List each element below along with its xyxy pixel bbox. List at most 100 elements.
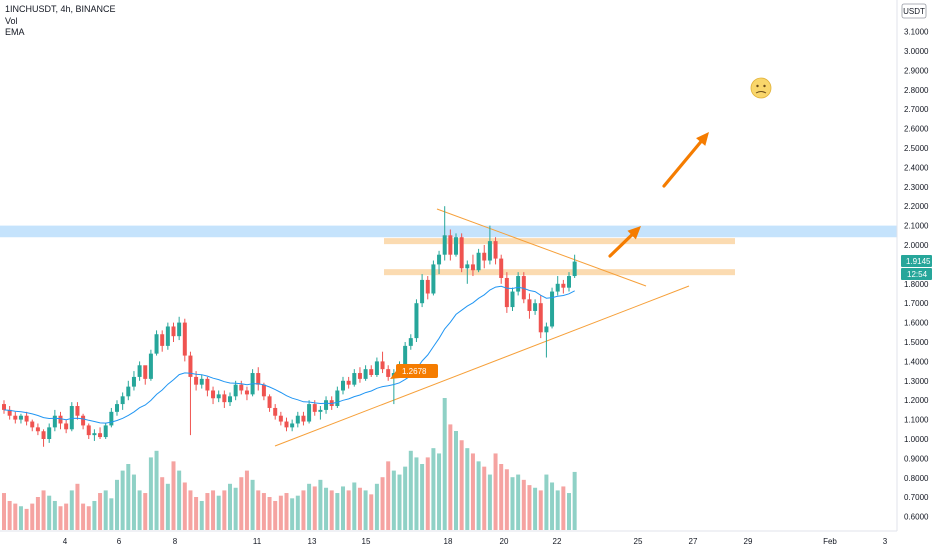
volume-bar: [374, 483, 379, 530]
symbol-title[interactable]: 1INCHUSDT, 4h, BINANCE: [5, 4, 116, 14]
candle-body: [154, 334, 159, 354]
candle-body: [448, 235, 453, 255]
level-upper: [384, 238, 735, 245]
candle-body: [205, 378, 210, 391]
svg-text:USDT: USDT: [903, 7, 925, 16]
volume-bar: [403, 466, 408, 530]
emoji-eye-right: [763, 84, 766, 88]
candle-body: [18, 415, 23, 420]
volume-bar: [205, 493, 210, 530]
volume-bar: [459, 440, 464, 530]
volume-bar: [244, 470, 249, 530]
price-tick-label: 0.7000: [904, 493, 929, 502]
volume-bar: [177, 470, 182, 530]
candlesticks: [2, 206, 577, 447]
price-axis[interactable]: 3.1000 3.0000 2.9000 2.8000 2.7000 2.6000 2.50…: [904, 28, 929, 522]
time-tick-label: 15: [362, 537, 371, 546]
volume-bar: [346, 490, 351, 530]
time-axis[interactable]: 4 6 8 11 13 15 18 20 22 25 27 29 Feb 3: [63, 537, 888, 546]
time-tick-label: 3: [883, 537, 888, 546]
candle-body: [267, 396, 272, 408]
volume-bar: [493, 453, 498, 530]
trendline-upper: [436, 208, 647, 287]
candle-body: [261, 384, 266, 397]
candle-body: [103, 425, 108, 438]
currency-label[interactable]: USDT: [901, 3, 927, 19]
candle-body: [420, 279, 425, 304]
volume-bar: [550, 482, 555, 530]
candle-body: [98, 433, 103, 438]
candle-body: [363, 369, 368, 379]
candle-body: [374, 361, 379, 375]
arrow-head: [696, 132, 709, 146]
price-tick-label: 2.6000: [904, 125, 929, 134]
volume-bar: [442, 398, 447, 530]
candle-body: [380, 361, 385, 370]
time-tick-label: 6: [117, 537, 122, 546]
price-tick-label: 3.1000: [904, 28, 929, 37]
volume-bar: [160, 477, 165, 530]
candle-body: [493, 241, 498, 259]
time-tick-label: Feb: [823, 537, 837, 546]
candle-body: [194, 376, 199, 385]
volume-bar: [64, 503, 69, 530]
svg-text:12:54: 12:54: [907, 270, 928, 279]
candle-body: [295, 415, 300, 424]
volume-bar: [86, 506, 91, 530]
candle-body: [143, 365, 148, 379]
volume-bar: [126, 464, 131, 530]
cold-sweat-smiley-icon: [750, 77, 772, 99]
candle-body: [425, 279, 430, 294]
candle-body: [369, 369, 374, 375]
volume-bar: [369, 494, 374, 530]
candle-body: [567, 276, 571, 288]
last-price-badge: 1.9145: [901, 255, 932, 267]
candle-body: [538, 303, 543, 333]
countdown-badge: 12:54: [901, 268, 932, 280]
volume-bar: [386, 461, 391, 530]
candle-body: [86, 425, 91, 436]
ema-indicator-label[interactable]: EMA: [5, 27, 25, 37]
arrow-large: [662, 132, 709, 188]
volume-bar: [120, 470, 125, 530]
candle-body: [244, 390, 249, 395]
volume-bar: [143, 493, 148, 530]
svg-text:1.9145: 1.9145: [906, 257, 931, 266]
candle-body: [211, 390, 216, 399]
price-tick-label: 0.6000: [904, 513, 929, 522]
volume-bar: [24, 508, 29, 530]
candle-body: [199, 378, 204, 385]
candle-body: [550, 291, 555, 327]
candle-body: [35, 427, 40, 432]
candle-body: [431, 264, 436, 294]
candle-body: [24, 415, 29, 422]
price-tick-label: 2.0000: [904, 241, 929, 250]
volume-bar: [109, 498, 114, 530]
volume-bar: [75, 483, 80, 530]
time-tick-label: 18: [444, 537, 453, 546]
volume-bar: [250, 479, 255, 530]
volume-bar: [47, 495, 52, 530]
volume-bar: [35, 497, 40, 530]
time-tick-label: 25: [634, 537, 643, 546]
volume-bar: [454, 431, 458, 530]
volume-bar: [233, 487, 238, 530]
time-tick-label: 20: [500, 537, 509, 546]
volume-bar: [52, 500, 57, 530]
volume-bar: [544, 474, 549, 530]
candle-body: [126, 386, 131, 397]
candle-body: [290, 423, 295, 428]
volume-bar: [521, 479, 526, 530]
candle-body: [341, 380, 345, 391]
volume-bar: [41, 490, 46, 530]
candle-body: [454, 237, 458, 255]
volume-indicator-label[interactable]: Vol: [5, 15, 18, 26]
volume-bar: [222, 490, 227, 530]
price-tick-label: 1.8000: [904, 280, 929, 289]
candle-body: [160, 334, 165, 346]
candle-body: [222, 394, 227, 403]
marked-price-box: [396, 364, 438, 378]
volume-bar: [2, 493, 6, 530]
candle-body: [533, 303, 538, 311]
